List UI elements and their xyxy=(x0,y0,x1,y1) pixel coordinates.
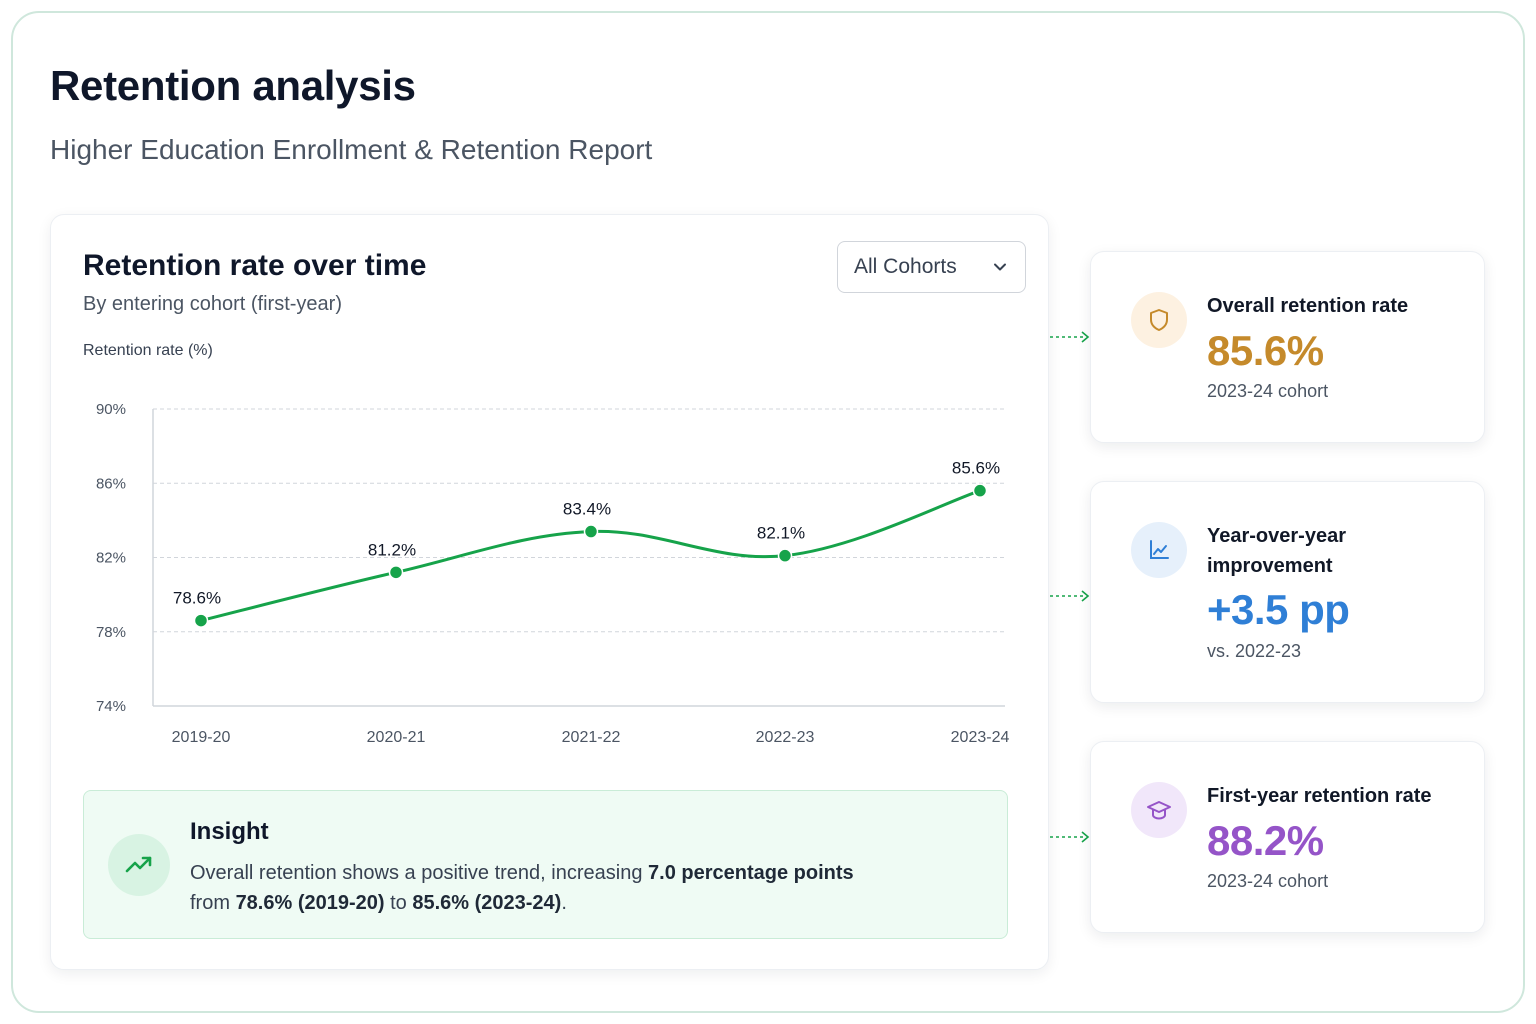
x-tick-label: 2019-20 xyxy=(172,729,231,746)
kpi-value: 88.2% xyxy=(1207,817,1324,864)
data-label: 83.4% xyxy=(563,500,611,519)
cohort-dropdown-value: All Cohorts xyxy=(854,255,957,278)
kpi-card-overall-retention: Overall retention rate 85.6% 2023-24 coh… xyxy=(1090,251,1485,443)
connector-arrow xyxy=(1050,331,1090,343)
page-title: Retention analysis xyxy=(50,62,416,109)
connector-arrow xyxy=(1050,831,1090,843)
data-label: 85.6% xyxy=(952,459,1000,478)
kpi-label: First-year retention rate xyxy=(1207,785,1432,807)
y-tick-label: 86% xyxy=(96,475,126,492)
cohort-dropdown[interactable]: All Cohorts xyxy=(837,241,1026,293)
kpi-value: +3.5 pp xyxy=(1207,586,1350,633)
kpi-label: Year-over-year improvement xyxy=(1207,525,1346,577)
y-axis-caption: Retention rate (%) xyxy=(83,342,213,359)
insight-title: Insight xyxy=(190,818,269,845)
y-tick-label: 74% xyxy=(96,698,126,715)
chart-title: Retention rate over time xyxy=(83,249,427,282)
shield-icon xyxy=(1131,292,1187,348)
data-point xyxy=(583,524,599,539)
x-tick-label: 2021-22 xyxy=(562,729,621,746)
y-tick-label: 82% xyxy=(96,550,126,567)
data-point xyxy=(972,483,988,498)
data-label: 82.1% xyxy=(757,524,805,543)
connector-arrow xyxy=(1050,590,1090,602)
x-tick-label: 2020-21 xyxy=(367,729,426,746)
data-point xyxy=(193,613,209,628)
graduation-cap-icon xyxy=(1131,782,1187,838)
line-chart: 90% 86% 82% 78% 74% 2019-20 2020-21 2021-22 2022… xyxy=(96,401,1010,746)
chart-line-icon xyxy=(1131,522,1187,578)
chevron-down-icon xyxy=(991,258,1009,276)
y-tick-label: 78% xyxy=(96,624,126,641)
kpi-note: 2023-24 cohort xyxy=(1207,871,1329,891)
page-subtitle: Higher Education Enrollment & Retention … xyxy=(50,134,653,165)
data-point xyxy=(777,548,793,563)
chart-subtitle: By entering cohort (first-year) xyxy=(83,293,342,315)
data-label: 81.2% xyxy=(368,540,416,559)
kpi-note: vs. 2022-23 xyxy=(1207,641,1302,661)
kpi-value: 85.6% xyxy=(1207,327,1324,374)
data-point xyxy=(388,565,404,580)
y-tick-label: 90% xyxy=(96,401,126,418)
data-label: 78.6% xyxy=(173,589,221,608)
kpi-label: Overall retention rate xyxy=(1207,295,1409,317)
kpi-note: 2023-24 cohort xyxy=(1207,381,1329,401)
insight-panel: Insight Overall retention shows a positi… xyxy=(83,790,1008,939)
chart-card: Retention rate over time By entering coh… xyxy=(50,214,1049,970)
x-tick-label: 2022-23 xyxy=(756,729,815,746)
x-tick-label: 2023-24 xyxy=(951,729,1010,746)
trending-up-icon xyxy=(108,834,170,896)
kpi-card-yoy-improvement: Year-over-year improvement +3.5 pp vs. 2… xyxy=(1090,481,1485,703)
kpi-card-first-year-retention: First-year retention rate 88.2% 2023-24 … xyxy=(1090,741,1485,933)
insight-text: Overall retention shows a positive trend… xyxy=(190,862,854,914)
